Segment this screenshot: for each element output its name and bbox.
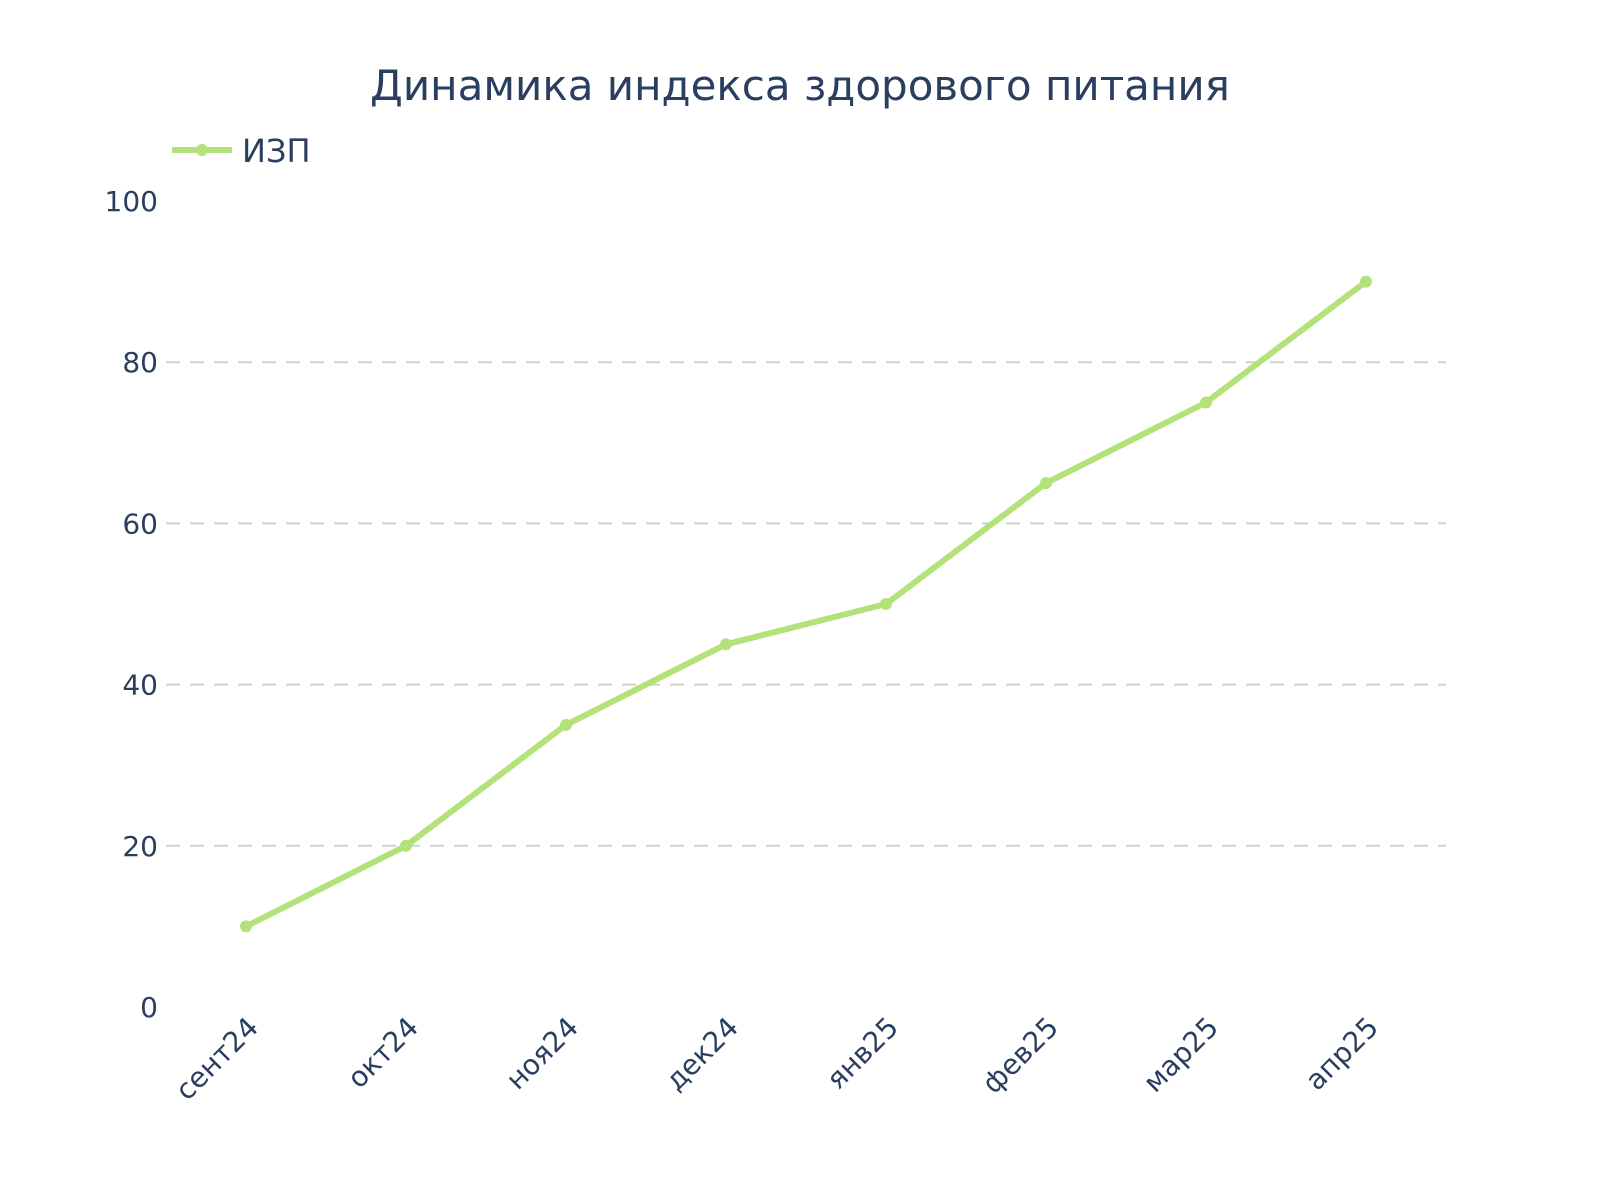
- x-tick-label: апр25: [1299, 1011, 1385, 1097]
- data-point-янв25[interactable]: [880, 598, 892, 610]
- data-point-дек24[interactable]: [720, 638, 732, 651]
- data-point-сент24[interactable]: [240, 920, 252, 933]
- y-tick-label: 100: [105, 185, 158, 218]
- x-tick-label: окт24: [341, 1011, 425, 1095]
- y-tick-label: 20: [122, 830, 158, 863]
- legend-marker-swatch: [196, 144, 208, 156]
- legend[interactable]: ИЗП: [172, 132, 311, 170]
- x-tick-label: янв25: [820, 1011, 905, 1096]
- chart-title: Динамика индекса здорового питания: [370, 61, 1230, 110]
- y-axis-ticks: 0 20 40 60 80 100: [105, 185, 158, 1024]
- y-tick-label: 80: [122, 346, 158, 379]
- series-izp: [240, 275, 1372, 933]
- data-point-ноя24[interactable]: [560, 718, 572, 731]
- legend-label: ИЗП: [242, 132, 311, 170]
- y-tick-label: 40: [122, 669, 158, 702]
- x-tick-label: мар25: [1137, 1011, 1225, 1099]
- x-tick-label: ноя24: [499, 1011, 585, 1097]
- data-point-фев25[interactable]: [1040, 477, 1052, 490]
- grid-lines: [166, 361, 1446, 847]
- data-point-мар25[interactable]: [1200, 396, 1212, 409]
- series-line: [243, 278, 1369, 930]
- y-tick-label: 60: [122, 507, 158, 540]
- data-point-окт24[interactable]: [400, 839, 412, 852]
- x-tick-label: дек24: [659, 1011, 745, 1097]
- x-tick-label: сент24: [169, 1011, 265, 1107]
- x-axis-ticks: сент24 окт24 ноя24 дек24 янв25 фев25 мар25 апр2…: [169, 1011, 1385, 1107]
- y-tick-label: 0: [140, 991, 158, 1024]
- x-tick-label: фев25: [976, 1011, 1065, 1100]
- data-point-апр25[interactable]: [1360, 275, 1372, 288]
